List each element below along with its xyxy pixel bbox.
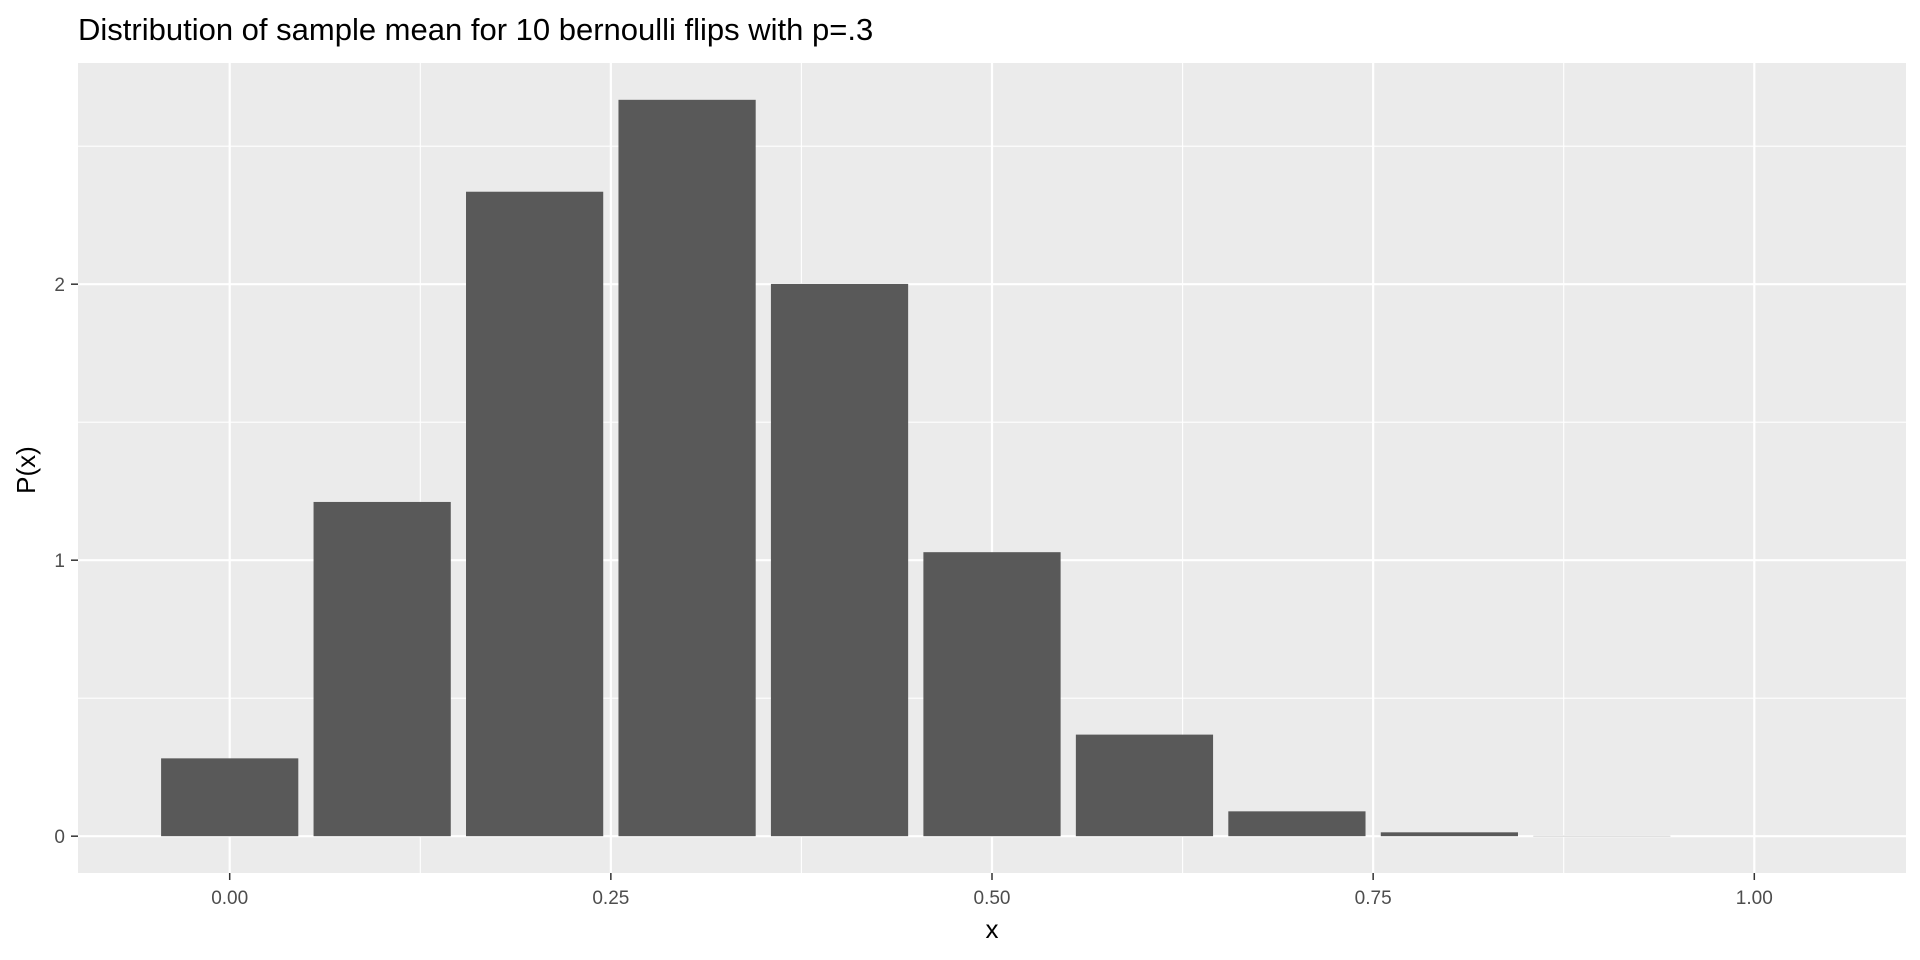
bar bbox=[1228, 811, 1366, 837]
y-tick-label: 2 bbox=[54, 275, 65, 296]
bar bbox=[618, 99, 756, 837]
x-tick-label: 0.75 bbox=[1355, 888, 1392, 909]
x-axis: 0.00 0.25 0.50 0.75 1.00 bbox=[211, 873, 1773, 909]
x-tick-label: 0.50 bbox=[974, 888, 1011, 909]
x-tick-label: 0.25 bbox=[592, 888, 629, 909]
y-tick-label: 0 bbox=[54, 827, 65, 848]
bar bbox=[313, 501, 451, 837]
bar bbox=[161, 758, 299, 837]
bar bbox=[1380, 832, 1518, 837]
bar bbox=[1075, 734, 1214, 837]
bar bbox=[770, 283, 909, 837]
bars bbox=[161, 99, 1671, 837]
x-axis-title: x bbox=[986, 914, 999, 944]
y-tick-label: 1 bbox=[54, 551, 65, 572]
bar bbox=[923, 552, 1061, 837]
y-axis: 0 1 2 bbox=[54, 275, 78, 848]
y-axis-title: P(x) bbox=[11, 446, 41, 494]
chart-title: Distribution of sample mean for 10 berno… bbox=[78, 12, 873, 47]
bar bbox=[466, 191, 604, 837]
x-tick-label: 1.00 bbox=[1736, 888, 1773, 909]
x-tick-label: 0.00 bbox=[211, 888, 248, 909]
